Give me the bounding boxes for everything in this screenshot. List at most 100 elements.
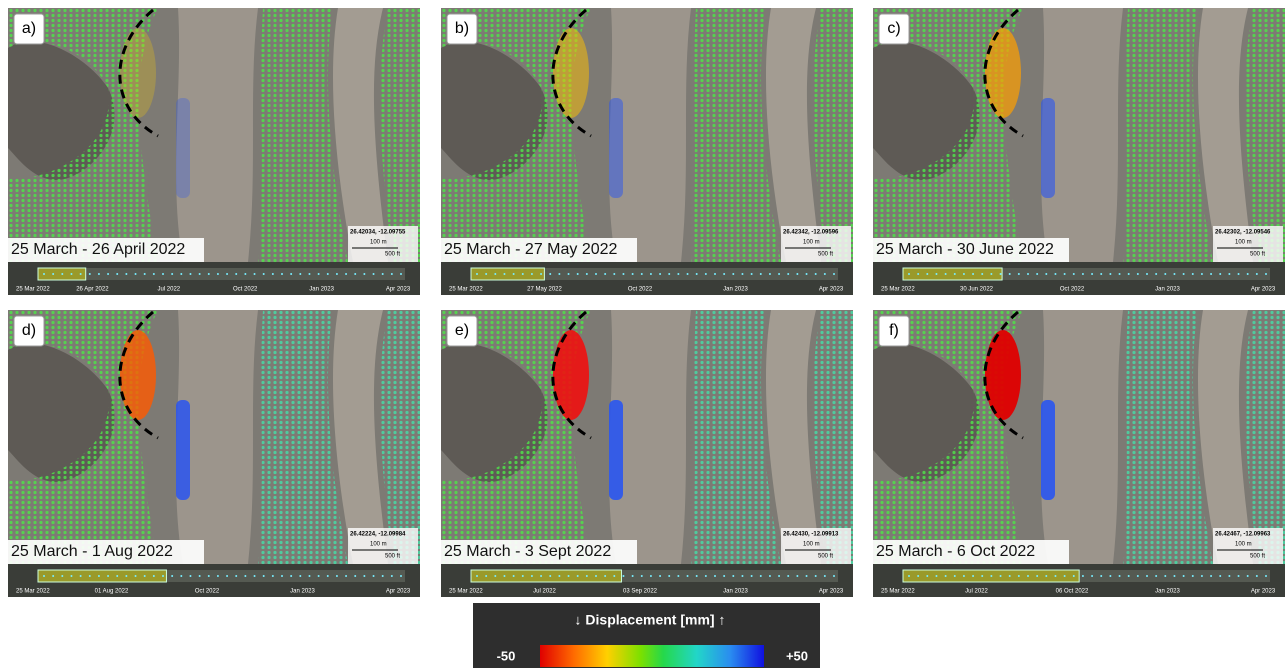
timeline-selection [38,570,166,582]
acquisition-dot [972,273,974,275]
acquisition-dot [705,273,707,275]
scale-imperial: 500 ft [1250,252,1265,258]
acquisition-dot [908,273,910,275]
acquisition-dot [824,575,826,577]
panel-label: f) [889,322,899,339]
acquisition-dot [586,273,588,275]
acquisition-dot [732,575,734,577]
acquisition-dot [1109,575,1111,577]
acquisition-dot [116,273,118,275]
legend-min: -50 [497,648,516,663]
acquisition-dot [513,273,515,275]
acquisition-dot [778,273,780,275]
acquisition-dot [107,273,109,275]
acquisition-dot [1265,575,1267,577]
acquisition-dot [668,575,670,577]
acquisition-dot [1238,575,1240,577]
acquisition-dot [787,575,789,577]
satellite-image: e)25 March - 3 Sept 202226.42430, -12.09… [441,310,853,597]
acquisition-dot [363,575,365,577]
acquisition-dot [677,273,679,275]
acquisition-dot [668,273,670,275]
acquisition-dot [549,575,551,577]
acquisition-dot [650,575,652,577]
acquisition-dot [613,273,615,275]
acquisition-dot [1000,273,1002,275]
scale-metric: 100 m [803,542,820,548]
acquisition-dot [180,273,182,275]
legend-max: +50 [786,648,808,663]
acquisition-dot [760,273,762,275]
acquisition-dot [244,575,246,577]
acquisition-dot [1036,575,1038,577]
acquisition-dot [336,575,338,577]
timeline-label: Apr 2023 [1251,589,1276,595]
acquisition-dot [162,575,164,577]
acquisition-dot [263,575,265,577]
acquisition-dot [1082,273,1084,275]
acquisition-dot [806,575,808,577]
acquisition-dot [80,575,82,577]
map-panel: d)25 March - 1 Aug 202226.42224, -12.099… [8,310,420,597]
acquisition-dot [144,575,146,577]
acquisition-dot [549,273,551,275]
legend-title: ↓ Displacement [mm] ↑ [575,612,726,628]
acquisition-dot [299,575,301,577]
acquisition-dot [604,575,606,577]
acquisition-dot [1256,273,1258,275]
acquisition-dot [641,575,643,577]
acquisition-dot [963,575,965,577]
acquisition-dot [1018,273,1020,275]
coordinates: 26.42302, -12.09546 [1215,230,1271,236]
acquisition-dot [171,273,173,275]
acquisition-dot [522,575,524,577]
page: {"panels": [ {"label": "a)", "caption": … [0,0,1287,668]
acquisition-dot [1146,575,1148,577]
acquisition-dot [751,575,753,577]
acquisition-dot [954,575,956,577]
timeline-label: Jul 2022 [533,589,556,595]
acquisition-dot [1173,575,1175,577]
acquisition-dot [577,273,579,275]
acquisition-dot [116,575,118,577]
scale-metric: 100 m [803,240,820,246]
acquisition-dot [254,575,256,577]
acquisition-dot [153,575,155,577]
timeline-label: 25 Mar 2022 [449,287,483,293]
acquisition-dot [208,273,210,275]
acquisition-dot [1155,575,1157,577]
acquisition-dot [741,273,743,275]
scale-imperial: 500 ft [385,554,400,560]
acquisition-dot [1036,273,1038,275]
acquisition-dot [135,273,137,275]
acquisition-dot [485,575,487,577]
acquisition-dot [476,273,478,275]
acquisition-dot [107,575,109,577]
acquisition-dot [382,575,384,577]
acquisition-dot [604,273,606,275]
satellite-image: f)25 March - 6 Oct 202226.42467, -12.099… [873,310,1285,597]
acquisition-dot [723,575,725,577]
timeline-label: Jan 2023 [723,287,748,293]
acquisition-dot [135,575,137,577]
acquisition-dot [144,273,146,275]
acquisition-dot [945,273,947,275]
timeline-label: Apr 2023 [819,589,844,595]
acquisition-dot [1155,273,1157,275]
acquisition-dot [972,575,974,577]
acquisition-dot [778,575,780,577]
acquisition-dot [52,575,54,577]
acquisition-dot [1146,273,1148,275]
acquisition-dot [199,273,201,275]
acquisition-dot [1027,575,1029,577]
acquisition-dot [1045,575,1047,577]
acquisition-dot [769,273,771,275]
acquisition-dot [281,273,283,275]
satellite-image: d)25 March - 1 Aug 202226.42224, -12.099… [8,310,420,597]
acquisition-dot [926,575,928,577]
acquisition-dot [400,575,402,577]
scale-imperial: 500 ft [818,554,833,560]
acquisition-dot [659,273,661,275]
